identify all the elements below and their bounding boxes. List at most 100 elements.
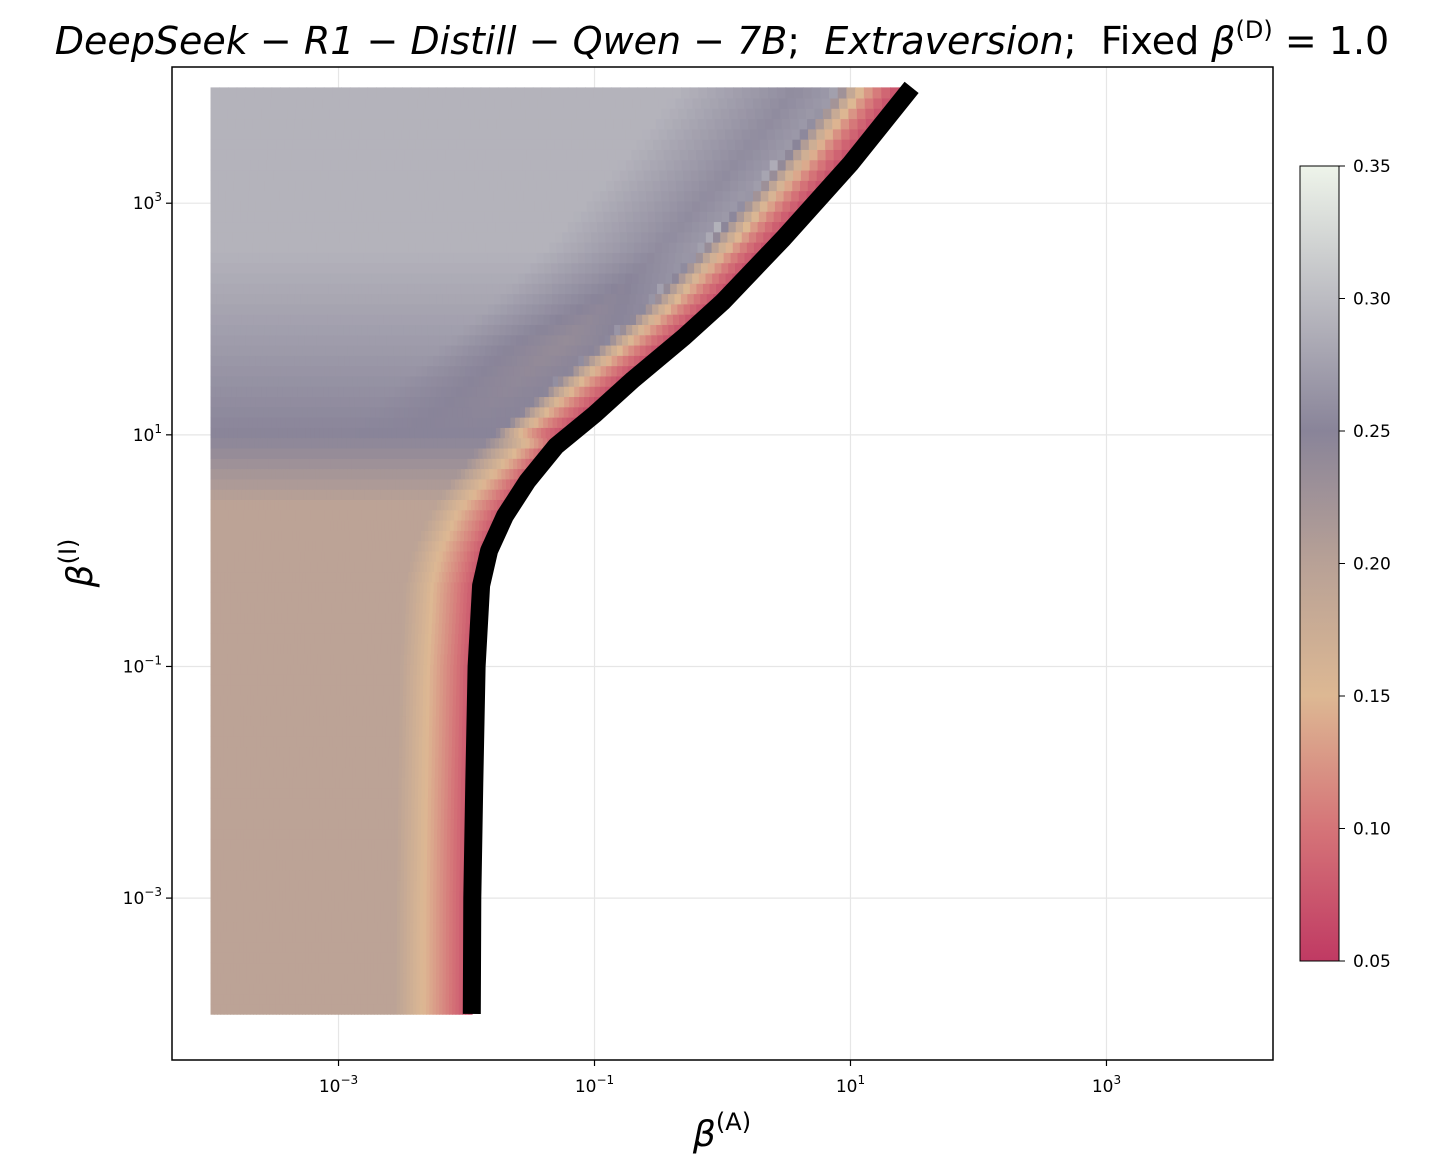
heatmap-cell [243,735,248,748]
heatmap-cell [256,385,263,398]
heatmap-cell [341,931,346,943]
heatmap-cell [272,952,277,964]
heatmap-cell [293,519,299,531]
heatmap-cell [403,931,408,943]
heatmap-cell [303,488,308,500]
heatmap-cell [412,591,418,603]
heatmap-cell [312,746,318,758]
heatmap-cell [385,787,390,799]
heatmap-cell [243,797,248,809]
heatmap-cell [557,416,563,428]
heatmap-cell [334,931,339,943]
heatmap-cell [243,910,248,923]
heatmap-cell [424,396,431,408]
heatmap-cell [275,910,281,923]
heatmap-cell [351,869,356,881]
heatmap-cell [354,540,359,552]
heatmap-cell [371,530,376,542]
heatmap-cell [235,396,242,408]
heatmap-cell [262,869,268,881]
heatmap-cell [397,900,402,912]
heatmap-cell [402,746,407,758]
heatmap-cell [421,808,426,820]
heatmap-cell [231,560,236,573]
heatmap-cell [246,427,253,439]
heatmap-cell [360,962,365,974]
heatmap-cell [250,766,255,778]
heatmap-cell [311,993,316,1005]
heatmap-cell [380,910,385,923]
heatmap-cell [406,591,411,603]
heatmap-cell [281,530,287,542]
heatmap-cell [404,828,409,840]
heatmap-cell [341,1003,346,1015]
heatmap-cell [351,900,356,912]
heatmap-cell [370,931,375,943]
heatmap-cell [302,797,307,809]
heatmap-cell [306,694,311,706]
heatmap-cell [253,735,258,748]
heatmap-cell [336,725,341,737]
heatmap-cell [362,519,368,531]
heatmap-cell [371,808,376,820]
heatmap-cell [279,859,284,871]
heatmap-cell [436,910,441,923]
heatmap-cell [412,725,417,737]
heatmap-cell [215,396,222,408]
heatmap-cell [257,633,262,645]
heatmap-cell [406,900,411,912]
heatmap-cell [346,684,351,696]
heatmap-cell [413,941,418,953]
heatmap-cell [393,581,398,593]
heatmap-cell [356,725,361,737]
heatmap-cell [416,694,421,706]
heatmap-cell [329,705,334,717]
heatmap-cell [344,1003,349,1015]
heatmap-cell [429,715,434,727]
heatmap-cell [213,797,218,809]
heatmap-cell [231,375,238,387]
heatmap-cell [243,828,248,840]
heatmap-cell [463,499,468,511]
heatmap-cell [454,787,459,799]
heatmap-cell [392,766,397,778]
heatmap-cell [236,437,242,449]
heatmap-cell [479,509,485,521]
heatmap-cell [364,869,369,881]
heatmap-cell [449,684,454,696]
heatmap-cell [411,550,416,562]
heatmap-cell [239,530,244,542]
heatmap-cell [357,653,362,665]
heatmap-cell [351,972,356,984]
heatmap-cell [409,983,414,995]
heatmap-cell [227,705,232,717]
heatmap-cell [336,705,341,717]
heatmap-cell [357,910,362,923]
heatmap-cell [373,952,379,964]
heatmap-cell [240,581,246,593]
heatmap-cell [396,581,401,593]
heatmap-cell [245,488,250,500]
heatmap-cell [210,560,215,573]
heatmap-cell [276,797,281,809]
heatmap-cell [220,643,225,655]
heatmap-cell [430,838,435,850]
heatmap-cell [417,808,422,820]
heatmap-cell [331,612,336,624]
heatmap-cell [267,674,272,686]
heatmap-cell [283,643,289,655]
heatmap-cell [215,375,222,387]
heatmap-cell [384,375,391,387]
heatmap-cell [292,869,297,881]
heatmap-cell [263,468,268,480]
heatmap-cell [383,663,388,675]
heatmap-cell [372,715,377,727]
heatmap-cell [414,540,419,552]
heatmap-cell [422,1003,427,1015]
heatmap-cell [436,859,441,871]
heatmap-cell [401,777,406,789]
heatmap-cell [435,1003,440,1015]
heatmap-cell [370,571,375,583]
heatmap-cell [237,684,242,696]
heatmap-cell [416,993,421,1005]
